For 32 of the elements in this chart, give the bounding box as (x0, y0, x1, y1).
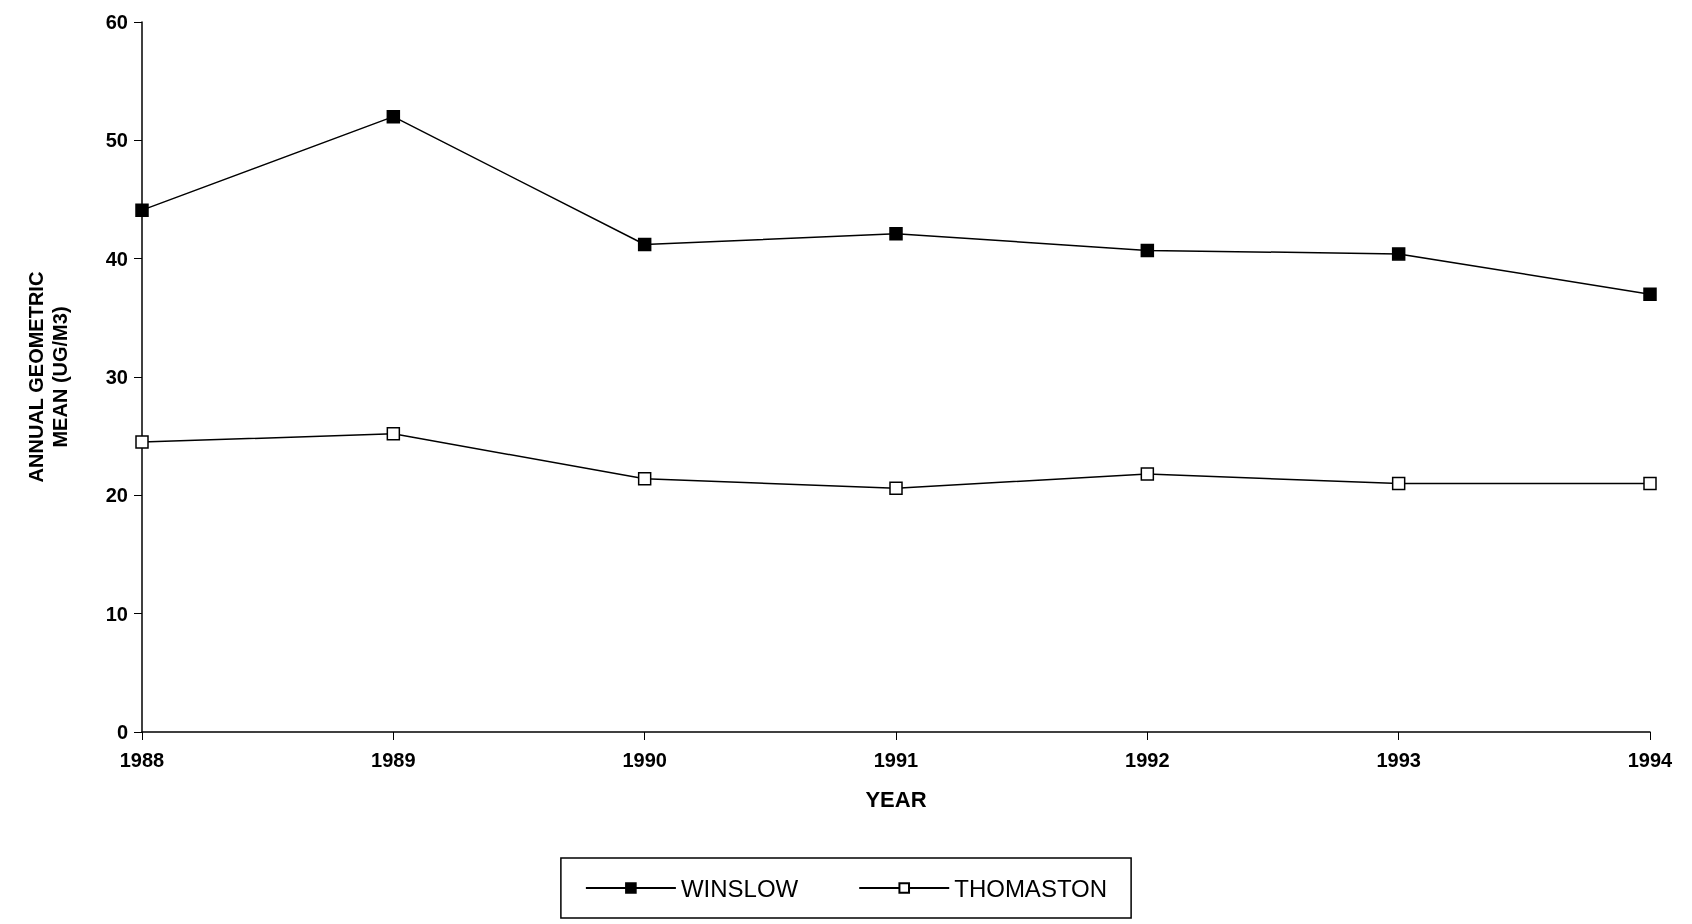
x-tick-label: 1992 (1125, 749, 1170, 771)
x-tick-label: 1993 (1376, 749, 1421, 771)
y-tick-label: 50 (105, 129, 128, 152)
x-tick-label: 1989 (371, 749, 416, 771)
point (1643, 287, 1657, 301)
x-tick-label: 1991 (873, 749, 919, 771)
point (135, 203, 149, 217)
point (135, 435, 149, 449)
x-tick-label: 1988 (119, 749, 165, 771)
y-tick-label: 40 (105, 247, 128, 270)
x-tick-label: 1994 (1627, 749, 1674, 771)
point (386, 427, 401, 441)
legend-label: THOMASTON (954, 874, 1108, 902)
y-tick-label: 0 (116, 721, 128, 743)
point (637, 472, 652, 486)
point (1140, 467, 1155, 481)
point (386, 109, 401, 124)
legend-label: WINSLOW (680, 874, 799, 902)
x-tick-label: 1990 (622, 749, 667, 771)
point (1140, 243, 1155, 258)
point (889, 481, 903, 495)
y-tick-label: 10 (105, 602, 128, 625)
y-tick-label: 60 (105, 11, 128, 33)
y-axis-title: ANNUAL GEOMETRIC MEAN (UG/M3) (25, 271, 71, 483)
y-tick-label: 30 (105, 366, 128, 388)
point (1391, 247, 1406, 261)
x-axis-title: YEAR (865, 786, 927, 812)
point (637, 237, 652, 252)
point (889, 227, 903, 241)
point (1643, 476, 1657, 491)
point (1391, 476, 1406, 491)
y-tick-label: 20 (105, 484, 128, 507)
